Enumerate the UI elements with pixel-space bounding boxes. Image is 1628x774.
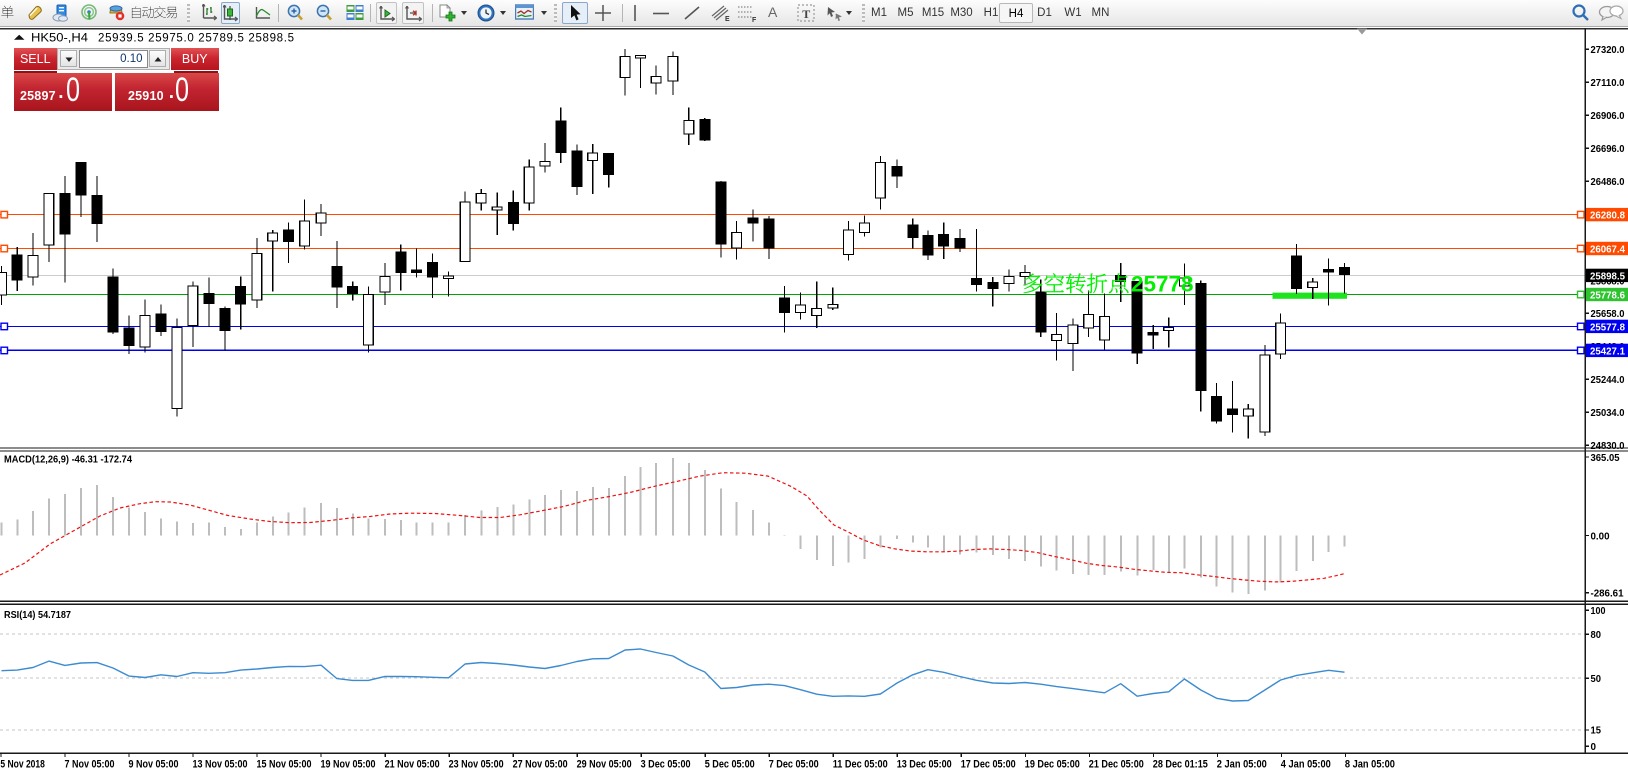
svg-text:11 Dec 05:00: 11 Dec 05:00 bbox=[833, 758, 888, 770]
svg-text:7 Dec 05:00: 7 Dec 05:00 bbox=[769, 758, 819, 770]
svg-text:25577.8: 25577.8 bbox=[1590, 321, 1625, 333]
svg-text:2 Jan 05:00: 2 Jan 05:00 bbox=[1217, 758, 1267, 770]
svg-text:RSI(14) 54.7187: RSI(14) 54.7187 bbox=[4, 610, 71, 621]
svg-text:28 Dec 01:15: 28 Dec 01:15 bbox=[1153, 758, 1208, 770]
svg-text:26696.0: 26696.0 bbox=[1591, 143, 1625, 155]
svg-text:13 Nov 05:00: 13 Nov 05:00 bbox=[193, 758, 248, 770]
svg-text:0: 0 bbox=[1591, 741, 1597, 753]
svg-text:50: 50 bbox=[1591, 673, 1602, 685]
svg-text:MACD(12,26,9) -46.31 -172.74: MACD(12,26,9) -46.31 -172.74 bbox=[4, 455, 132, 466]
svg-text:26280.8: 26280.8 bbox=[1590, 210, 1625, 222]
svg-text:25778.6: 25778.6 bbox=[1590, 290, 1625, 302]
svg-text:25939.5 25975.0 25789.5 25898.: 25939.5 25975.0 25789.5 25898.5 bbox=[98, 32, 294, 44]
svg-text:F: F bbox=[752, 17, 757, 23]
svg-text:19 Dec 05:00: 19 Dec 05:00 bbox=[1025, 758, 1080, 770]
svg-text:9 Nov 05:00: 9 Nov 05:00 bbox=[129, 758, 179, 770]
svg-text:25778: 25778 bbox=[1131, 272, 1194, 297]
svg-text:25898.5: 25898.5 bbox=[1590, 270, 1625, 282]
svg-text:-286.61: -286.61 bbox=[1591, 588, 1624, 600]
svg-text:4 Jan 05:00: 4 Jan 05:00 bbox=[1281, 758, 1331, 770]
svg-text:17 Dec 05:00: 17 Dec 05:00 bbox=[961, 758, 1016, 770]
svg-text:25034.0: 25034.0 bbox=[1591, 407, 1625, 419]
svg-text:HK50-,H4: HK50-,H4 bbox=[31, 32, 89, 44]
svg-text:26067.4: 26067.4 bbox=[1590, 244, 1625, 256]
svg-text:T: T bbox=[802, 7, 810, 21]
svg-text:8 Jan 05:00: 8 Jan 05:00 bbox=[1345, 758, 1395, 770]
svg-text:5 Dec 05:00: 5 Dec 05:00 bbox=[705, 758, 755, 770]
svg-text:13 Dec 05:00: 13 Dec 05:00 bbox=[897, 758, 952, 770]
svg-text:24830.0: 24830.0 bbox=[1591, 440, 1625, 452]
svg-text:365.05: 365.05 bbox=[1591, 452, 1620, 464]
svg-text:E: E bbox=[725, 16, 730, 23]
svg-text:7 Nov 05:00: 7 Nov 05:00 bbox=[65, 758, 115, 770]
svg-text:15 Nov 05:00: 15 Nov 05:00 bbox=[257, 758, 312, 770]
svg-text:80: 80 bbox=[1591, 629, 1602, 641]
svg-text:21 Nov 05:00: 21 Nov 05:00 bbox=[385, 758, 440, 770]
svg-text:19 Nov 05:00: 19 Nov 05:00 bbox=[321, 758, 376, 770]
svg-text:27110.0: 27110.0 bbox=[1591, 77, 1625, 89]
svg-text:27320.0: 27320.0 bbox=[1591, 44, 1625, 56]
svg-text:15: 15 bbox=[1591, 725, 1602, 737]
svg-text:3 Dec 05:00: 3 Dec 05:00 bbox=[641, 758, 691, 770]
svg-text:25244.0: 25244.0 bbox=[1591, 374, 1625, 386]
svg-text:5 Nov 2018: 5 Nov 2018 bbox=[0, 758, 45, 770]
svg-text:25427.1: 25427.1 bbox=[1590, 345, 1625, 357]
svg-text:100: 100 bbox=[1591, 605, 1606, 617]
svg-text:0.00: 0.00 bbox=[1591, 530, 1610, 542]
svg-text:26486.0: 26486.0 bbox=[1591, 176, 1625, 188]
svg-text:29 Nov 05:00: 29 Nov 05:00 bbox=[577, 758, 632, 770]
svg-text:23 Nov 05:00: 23 Nov 05:00 bbox=[449, 758, 504, 770]
svg-text:26906.0: 26906.0 bbox=[1591, 110, 1625, 122]
svg-text:25658.0: 25658.0 bbox=[1591, 308, 1625, 320]
svg-text:21 Dec 05:00: 21 Dec 05:00 bbox=[1089, 758, 1144, 770]
svg-text:27 Nov 05:00: 27 Nov 05:00 bbox=[513, 758, 568, 770]
